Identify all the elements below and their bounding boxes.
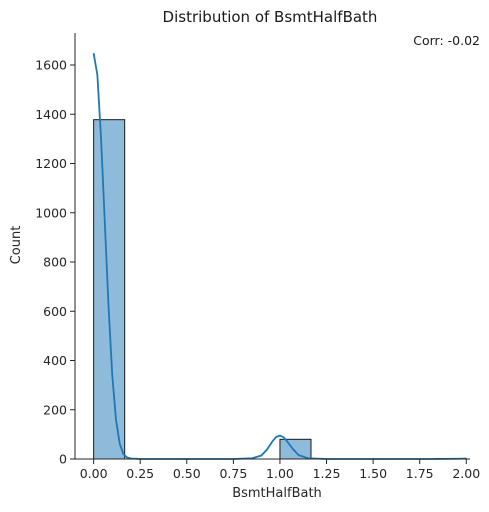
correlation-annotation: Corr: -0.02 (413, 33, 480, 48)
x-ticks: 0.00 0.25 0.50 0.75 1.00 1.25 1.50 1.75 2.00 (80, 459, 480, 481)
histogram-bar-0 (93, 119, 126, 460)
x-tick-label-5: 1.25 (313, 466, 341, 481)
y-tick-label-6: 1200 (35, 156, 67, 171)
y-tick-label-5: 1000 (35, 205, 67, 220)
y-tick-label-1: 200 (43, 402, 67, 417)
x-tick-label-4: 1.00 (266, 466, 294, 481)
histogram-bars (93, 119, 467, 460)
x-axis-label: BsmtHalfBath (232, 486, 322, 501)
y-tick-label-8: 1600 (35, 58, 67, 73)
y-tick-label-7: 1400 (35, 107, 67, 122)
y-ticks: 0 200 400 600 800 1000 1200 1400 1600 (35, 58, 75, 467)
chart-title: Distribution of BsmtHalfBath (163, 8, 378, 26)
y-tick-label-3: 600 (43, 304, 67, 319)
x-tick-label-8: 2.00 (452, 466, 480, 481)
y-tick-label-2: 400 (43, 353, 67, 368)
kde-curve (92, 53, 467, 460)
y-axis-label: Count (9, 226, 24, 265)
x-tick-label-0: 0.00 (80, 466, 108, 481)
y-tick-label-0: 0 (59, 452, 67, 467)
x-tick-label-3: 0.75 (219, 466, 247, 481)
x-tick-label-1: 0.25 (126, 466, 154, 481)
x-tick-label-7: 1.75 (406, 466, 434, 481)
x-tick-label-6: 1.50 (359, 466, 387, 481)
y-tick-label-4: 800 (43, 255, 67, 270)
histogram-bar-6 (279, 438, 312, 460)
x-tick-label-2: 0.50 (173, 466, 201, 481)
